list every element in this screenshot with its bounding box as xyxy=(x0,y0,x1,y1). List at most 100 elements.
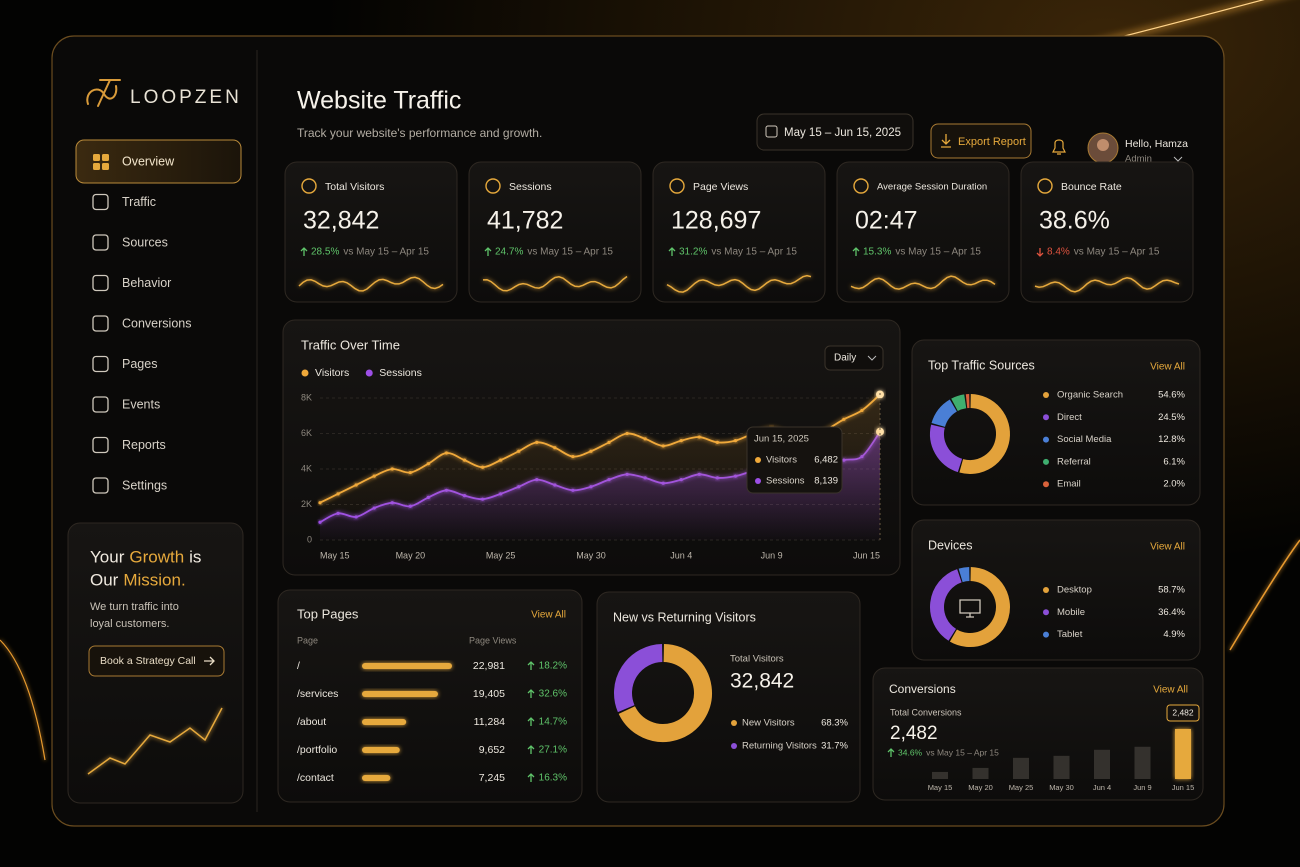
change: 8.4% xyxy=(1047,247,1070,258)
card xyxy=(596,591,861,803)
page-title: Website Traffic xyxy=(297,87,461,115)
x-tick-label: May 15 xyxy=(320,550,350,560)
legend-dot xyxy=(1043,481,1049,488)
point xyxy=(553,446,557,450)
sparkline xyxy=(298,276,444,292)
x-tick-label: May 20 xyxy=(396,550,426,560)
card xyxy=(872,667,1204,801)
nav-item[interactable]: Sources xyxy=(122,235,168,249)
view-all[interactable]: View All xyxy=(1153,685,1188,696)
value-label: 2,482 xyxy=(1172,707,1194,717)
legend-label: Organic Search xyxy=(1057,390,1123,401)
page-path: /portfolio xyxy=(297,744,337,756)
bar xyxy=(972,767,989,779)
donut-slice xyxy=(949,567,1010,647)
bell-icon[interactable] xyxy=(1052,139,1066,155)
promo-button[interactable] xyxy=(88,645,225,677)
kpi-icon xyxy=(853,178,869,194)
value-label: 4.9% xyxy=(1163,629,1185,640)
sparkline xyxy=(482,275,628,292)
bar xyxy=(362,691,438,697)
change: 34.6% xyxy=(898,747,923,757)
legend-dot xyxy=(731,743,737,749)
x-tick-label: Jun 15 xyxy=(1172,783,1195,792)
view-all[interactable]: View All xyxy=(1150,362,1185,373)
promo-title: Your xyxy=(90,547,125,566)
nav-active xyxy=(75,139,242,184)
chevron xyxy=(1173,156,1183,162)
y-tick-label: 8K xyxy=(301,392,312,402)
legend-label: Referral xyxy=(1057,456,1091,467)
card xyxy=(284,161,458,303)
glow-streak xyxy=(1229,539,1300,651)
nav-icon xyxy=(92,193,109,211)
donut-slice xyxy=(930,424,963,473)
value-label: 54.6% xyxy=(1158,390,1185,401)
nav-icon xyxy=(93,154,100,161)
view-all[interactable]: View All xyxy=(1150,542,1185,553)
promo-title: is xyxy=(189,547,201,566)
y-tick-label: 6K xyxy=(301,428,312,438)
promo-text: loyal customers. xyxy=(90,618,169,630)
view-all[interactable]: View All xyxy=(531,610,566,621)
period-label: Daily xyxy=(834,353,856,364)
period-select[interactable] xyxy=(824,345,884,371)
calendar-icon xyxy=(765,125,778,138)
compare: vs May 15 – Apr 15 xyxy=(711,247,797,258)
point xyxy=(372,474,376,478)
nav-item[interactable]: Reports xyxy=(122,438,166,452)
nav-item[interactable]: Pages xyxy=(122,357,157,371)
point xyxy=(480,465,485,469)
x-tick-label: Jun 9 xyxy=(1133,783,1151,792)
nav-item[interactable]: Overview xyxy=(122,154,175,168)
legend-dot xyxy=(731,720,737,726)
change: 28.5% xyxy=(311,247,339,258)
trend-arrow xyxy=(527,745,535,754)
column-header: Page Views xyxy=(469,635,517,645)
point xyxy=(336,492,340,496)
point xyxy=(733,439,738,443)
export-button[interactable] xyxy=(930,123,1032,159)
nav-item[interactable]: Traffic xyxy=(122,195,156,209)
bar xyxy=(1094,749,1110,779)
promo-title: Mission. xyxy=(123,570,185,589)
legend-dot xyxy=(1043,609,1049,616)
trend-arrow xyxy=(887,748,895,757)
legend-label: New Visitors xyxy=(742,718,795,729)
nav-item[interactable]: Settings xyxy=(122,478,167,492)
legend-label: Desktop xyxy=(1057,585,1092,596)
x-tick-label: Jun 15 xyxy=(853,550,880,560)
logo-mark xyxy=(86,79,121,107)
nav-icon xyxy=(92,436,109,454)
legend-dot xyxy=(301,369,309,377)
nav-icon xyxy=(92,274,109,292)
chart-title: Top Traffic Sources xyxy=(928,358,1035,372)
chart-title: New vs Returning Visitors xyxy=(613,610,756,624)
point xyxy=(643,437,647,441)
legend-label: Visitors xyxy=(315,367,349,379)
nav-item[interactable]: Behavior xyxy=(122,276,171,290)
point xyxy=(444,451,449,455)
legend-label: Returning Visitors xyxy=(742,741,817,752)
download-icon xyxy=(941,134,951,148)
card xyxy=(468,161,642,303)
point xyxy=(607,440,611,444)
compare: vs May 15 – Apr 15 xyxy=(1074,247,1160,258)
user-role: Admin xyxy=(1125,154,1152,165)
point xyxy=(589,449,593,453)
point xyxy=(715,440,720,444)
chart-title: Devices xyxy=(928,538,972,552)
bar xyxy=(362,719,407,725)
bar xyxy=(1175,729,1191,779)
glow-streak xyxy=(0,639,46,761)
kpi-label: Sessions xyxy=(509,181,552,193)
date-picker[interactable] xyxy=(756,113,914,151)
point xyxy=(625,431,629,436)
bar xyxy=(1134,746,1151,779)
date-range: May 15 – Jun 15, 2025 xyxy=(784,127,901,139)
nav-item[interactable]: Conversions xyxy=(122,316,191,330)
nav-item[interactable]: Events xyxy=(122,397,160,411)
tooltip-value: 8,139 xyxy=(814,476,838,487)
tooltip-dot xyxy=(755,478,761,484)
